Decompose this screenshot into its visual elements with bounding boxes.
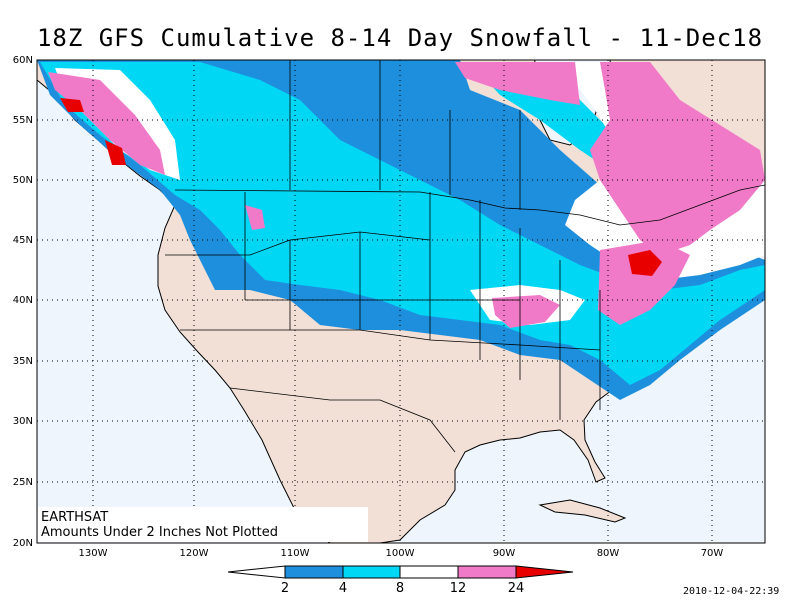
note-text: Amounts Under 2 Inches Not Plotted — [41, 525, 278, 540]
lon-label: 120W — [180, 548, 209, 559]
legend-label: 12 — [450, 581, 467, 596]
lon-label: 110W — [281, 548, 310, 559]
lat-label: 40N — [13, 295, 33, 306]
lat-label: 55N — [13, 115, 33, 126]
lat-label: 60N — [13, 55, 33, 66]
lat-label: 45N — [13, 235, 33, 246]
lat-label: 20N — [13, 538, 33, 549]
lon-label: 90W — [493, 548, 516, 559]
legend-swatch-12-24 — [457, 565, 517, 579]
map-title: 18Z GFS Cumulative 8-14 Day Snowfall - 1… — [36, 24, 764, 52]
lon-label: 80W — [597, 548, 620, 559]
legend-swatch-above — [515, 565, 574, 579]
lat-label: 50N — [13, 175, 33, 186]
cuba-land — [538, 499, 627, 523]
lon-label: 100W — [386, 548, 415, 559]
snowfall-band-24-plus — [60, 98, 662, 276]
note-box — [38, 507, 368, 542]
timestamp: 2010-12-04-22:39 — [683, 586, 780, 597]
map-frame — [36, 59, 766, 544]
lat-label: 25N — [13, 477, 33, 488]
legend-swatch-2-4 — [284, 565, 344, 579]
legend-label: 8 — [396, 581, 404, 596]
lon-label: 70W — [701, 548, 724, 559]
lon-label: 130W — [79, 548, 108, 559]
legend-label: 2 — [281, 581, 289, 596]
legend-swatch-8-12 — [399, 565, 459, 579]
state-borders — [165, 60, 765, 453]
legend-label: 24 — [508, 581, 525, 596]
legend-swatch-below — [227, 565, 286, 579]
legend-label: 4 — [339, 581, 347, 596]
lat-label: 30N — [13, 416, 33, 427]
graticule — [37, 60, 765, 543]
lat-label: 35N — [13, 356, 33, 367]
legend-colorbar — [227, 565, 574, 579]
snowfall-band-12-24 — [48, 62, 765, 328]
legend-swatch-4-8 — [342, 565, 401, 579]
source-label: EARTHSAT — [41, 510, 108, 525]
